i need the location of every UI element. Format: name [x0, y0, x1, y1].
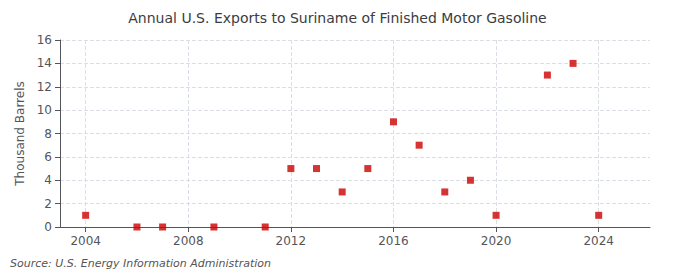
svg-text:6: 6 [44, 150, 52, 164]
svg-text:10: 10 [37, 103, 52, 117]
svg-text:Source: U.S. Energy Informatio: Source: U.S. Energy Information Administ… [10, 257, 271, 270]
svg-text:Thousand Barrels: Thousand Barrels [13, 81, 27, 186]
svg-text:2024: 2024 [583, 234, 614, 248]
svg-text:4: 4 [44, 173, 52, 187]
svg-text:12: 12 [37, 80, 52, 94]
svg-text:2008: 2008 [173, 234, 204, 248]
svg-text:16: 16 [37, 33, 52, 47]
svg-text:14: 14 [37, 56, 52, 70]
svg-text:2: 2 [44, 197, 52, 211]
svg-text:2012: 2012 [276, 234, 307, 248]
svg-text:2004: 2004 [70, 234, 101, 248]
svg-text:Annual U.S. Exports to Surinam: Annual U.S. Exports to Suriname of Finis… [128, 10, 546, 26]
svg-text:2020: 2020 [481, 234, 512, 248]
svg-text:2016: 2016 [378, 234, 409, 248]
svg-text:8: 8 [44, 127, 52, 141]
svg-text:0: 0 [44, 220, 52, 234]
